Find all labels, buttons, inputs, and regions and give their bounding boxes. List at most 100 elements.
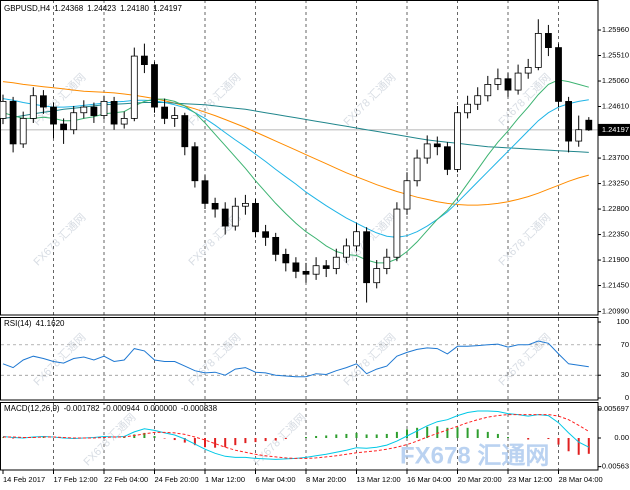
y-tick-label: 1.21900 xyxy=(602,255,629,264)
macd-bar xyxy=(436,426,439,439)
candle-body xyxy=(312,265,320,275)
macd-bar xyxy=(416,427,419,439)
x-tick-label: 17 Feb 12:00 xyxy=(54,475,98,484)
macd-bar xyxy=(547,438,550,440)
watermark-logo: FX678 汇通网 xyxy=(400,442,549,469)
y-tick-label: 0.005697 xyxy=(598,404,629,413)
macd-bar xyxy=(365,434,368,439)
candle-body xyxy=(29,95,37,119)
main-header: GBPUSD,H4 1.24368 1.24423 1.24180 1.24197 xyxy=(4,4,182,13)
macd-bar xyxy=(193,438,196,446)
symbol: GBPUSD,H4 xyxy=(4,4,51,13)
macd-bar xyxy=(204,438,206,448)
candle-body xyxy=(555,47,562,102)
candle-body xyxy=(504,78,512,91)
rsi-line xyxy=(2,340,589,378)
candle-body xyxy=(494,78,502,85)
macd-bar xyxy=(214,438,217,448)
candle-body xyxy=(100,101,108,116)
candle-body xyxy=(423,143,431,159)
macd-bar xyxy=(587,438,590,454)
macd-bar xyxy=(355,432,358,439)
candle-body xyxy=(575,129,583,142)
candle-body xyxy=(484,84,492,97)
y-tick-label: -0.00563 xyxy=(599,462,629,471)
header-value: -0.000944 xyxy=(104,404,141,413)
candle-body xyxy=(464,103,472,114)
candle-body xyxy=(241,202,249,207)
y-tick-label: 1.20990 xyxy=(602,307,629,316)
candle-body xyxy=(90,106,98,116)
x-tick-label: 28 Mar 04:00 xyxy=(559,475,603,484)
header-value: -0.001782 xyxy=(64,404,101,413)
candle-body xyxy=(545,33,552,48)
x-tick-label: 20 Mar 20:00 xyxy=(458,475,502,484)
candle-body xyxy=(70,112,78,131)
macd-header: MACD(12,26,9) -0.001782 -0.000944 0.000000-… xyxy=(4,404,218,413)
macd-bar xyxy=(305,436,307,439)
rsi-frame xyxy=(0,317,599,401)
candle-body xyxy=(40,95,47,108)
x-tick-label: 6 Mar 04:00 xyxy=(256,475,296,484)
macd-bar xyxy=(325,435,328,439)
header-value: -0.000838 xyxy=(181,404,218,413)
y-tick-label: 1.23250 xyxy=(602,179,629,188)
y-tick-label: 1.21450 xyxy=(602,281,629,290)
macd-bar xyxy=(284,438,287,440)
candle-body xyxy=(191,146,199,182)
candle-body xyxy=(201,180,209,204)
candle-body xyxy=(363,231,371,284)
candle-body xyxy=(130,55,138,119)
macd-bar xyxy=(234,438,237,446)
macd-bar xyxy=(224,438,227,448)
macd-bar xyxy=(274,438,277,441)
x-tick-label: 16 Mar 04:00 xyxy=(407,475,451,484)
x-tick-label: 23 Mar 12:00 xyxy=(508,475,552,484)
candle-body xyxy=(0,101,7,119)
header-value: 1.24180 xyxy=(120,4,149,13)
x-tick-label: 1 Mar 12:00 xyxy=(205,475,245,484)
candle-body xyxy=(282,253,290,264)
y-tick-label: 30 xyxy=(621,370,629,379)
candle-body xyxy=(231,205,239,227)
candle-body xyxy=(322,265,330,269)
candle-body xyxy=(110,101,118,125)
macd-bar xyxy=(12,438,15,439)
candle-body xyxy=(474,95,482,105)
x-tick-label: 24 Feb 20:00 xyxy=(155,475,199,484)
macd-bar xyxy=(577,438,580,455)
macd-bar xyxy=(163,438,166,439)
macd-bar xyxy=(315,435,318,439)
y-tick-label: 0.00 xyxy=(614,433,629,442)
macd-name: MACD(12,26,9) xyxy=(4,404,60,413)
macd-bar xyxy=(183,438,186,443)
y-tick-label: 1.22350 xyxy=(602,230,629,239)
macd-bar xyxy=(264,438,267,442)
candle-body xyxy=(534,33,542,68)
macd-bar xyxy=(426,426,429,439)
candle-body xyxy=(353,231,360,247)
candle-body xyxy=(120,118,128,125)
candle-body xyxy=(413,157,421,182)
candle-body xyxy=(262,231,270,238)
candle-body xyxy=(221,208,229,227)
macd-bar xyxy=(254,438,257,443)
x-tick-label: 13 Mar 12:00 xyxy=(357,475,401,484)
macd-bar xyxy=(527,438,530,440)
candle-body xyxy=(342,245,350,258)
candle-body xyxy=(403,180,411,210)
macd-bar xyxy=(446,427,449,439)
macd-bar xyxy=(143,432,146,439)
y-tick-label: 1.25060 xyxy=(602,76,629,85)
x-tick-label: 8 Mar 20:00 xyxy=(306,475,346,484)
header-value: 41.1620 xyxy=(36,319,65,328)
macd-bar xyxy=(557,438,560,445)
candle-body xyxy=(443,146,451,170)
candle-body xyxy=(292,262,300,272)
price-tag-label: 1.24197 xyxy=(602,125,629,134)
candle-body xyxy=(514,72,522,91)
candle-body xyxy=(140,55,148,65)
header-value: 1.24368 xyxy=(54,4,83,13)
